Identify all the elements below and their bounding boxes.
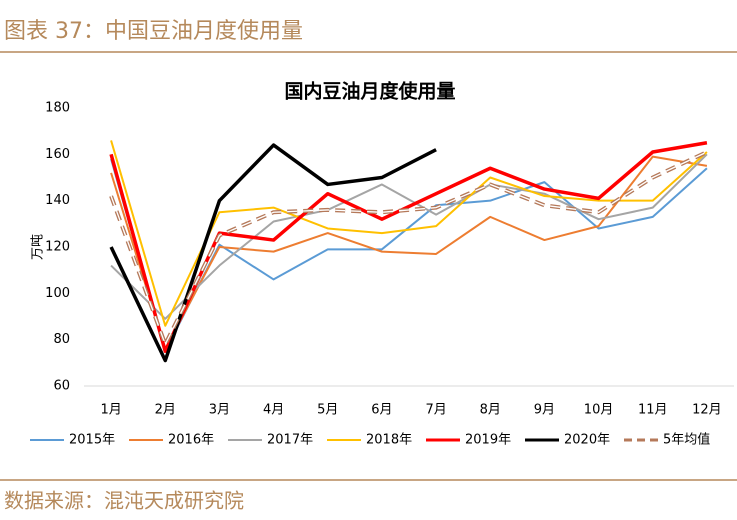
series-line-inner xyxy=(110,151,708,346)
x-tick-label: 5月 xyxy=(317,403,338,418)
x-tick-label: 7月 xyxy=(425,403,446,418)
legend-label: 2017年 xyxy=(267,433,313,448)
x-tick-label: 9月 xyxy=(534,403,555,418)
chart-title: 国内豆油月度使用量 xyxy=(284,80,455,103)
y-tick-label: 60 xyxy=(53,379,70,394)
x-tick-label: 10月 xyxy=(584,403,614,418)
footer-source: 数据来源：混沌天成研究院 xyxy=(4,489,244,513)
x-tick-label: 8月 xyxy=(480,403,501,418)
y-tick-label: 80 xyxy=(53,332,70,347)
series-line xyxy=(110,153,708,320)
x-tick-label: 11月 xyxy=(638,403,668,418)
legend-label: 2015年 xyxy=(69,433,115,448)
legend-label: 2018年 xyxy=(366,433,412,448)
x-tick-label: 12月 xyxy=(692,403,722,418)
y-tick-label: 160 xyxy=(45,147,70,162)
x-tick-label: 2月 xyxy=(155,403,176,418)
x-tick-label: 6月 xyxy=(371,403,392,418)
y-axis-label: 万吨 xyxy=(31,234,46,260)
y-tick-label: 100 xyxy=(45,286,70,301)
series-line xyxy=(110,140,708,327)
x-tick-label: 1月 xyxy=(100,403,121,418)
series-line xyxy=(110,155,708,350)
legend-label: 5年均值 xyxy=(663,432,710,448)
y-tick-label: 120 xyxy=(45,240,70,255)
y-tick-label: 140 xyxy=(45,193,70,208)
legend-label: 2020年 xyxy=(564,433,610,448)
x-tick-label: 4月 xyxy=(263,403,284,418)
series-line xyxy=(109,143,437,363)
legend-label: 2016年 xyxy=(168,433,214,448)
x-tick-label: 3月 xyxy=(209,403,230,418)
header-title: 图表 37：中国豆油月度使用量 xyxy=(4,19,303,44)
y-tick-label: 180 xyxy=(45,101,70,116)
legend-label: 2019年 xyxy=(465,433,511,448)
series-line xyxy=(109,141,708,353)
